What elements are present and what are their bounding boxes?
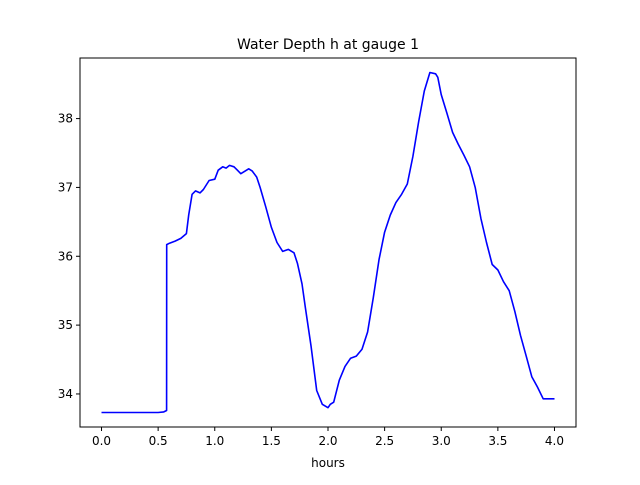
x-tick-label: 1.5 xyxy=(262,434,281,448)
x-tick-label: 3.5 xyxy=(488,434,507,448)
x-tick-label: 0.5 xyxy=(149,434,168,448)
plot-frame xyxy=(79,57,577,428)
x-tick-label: 1.0 xyxy=(205,434,224,448)
x-tick-label: 2.0 xyxy=(318,434,337,448)
y-tick-label: 37 xyxy=(58,180,73,194)
x-axis-label: hours xyxy=(311,456,345,470)
y-tick-label: 34 xyxy=(58,387,73,401)
chart-title: Water Depth h at gauge 1 xyxy=(237,37,419,53)
y-tick-label: 38 xyxy=(58,112,73,126)
x-tick-label: 3.0 xyxy=(432,434,451,448)
x-tick-label: 2.5 xyxy=(375,434,394,448)
y-tick-label: 36 xyxy=(58,249,73,263)
y-tick-label: 35 xyxy=(58,318,73,332)
x-tick-label: 4.0 xyxy=(545,434,564,448)
plot-area: 0.0 0.5 1.0 1.5 2.0 2.5 3.0 3.5 4.0 34 35 36 37 38 xyxy=(58,71,564,448)
series-line-1 xyxy=(101,71,555,414)
x-tick-label: 0.0 xyxy=(92,434,111,448)
